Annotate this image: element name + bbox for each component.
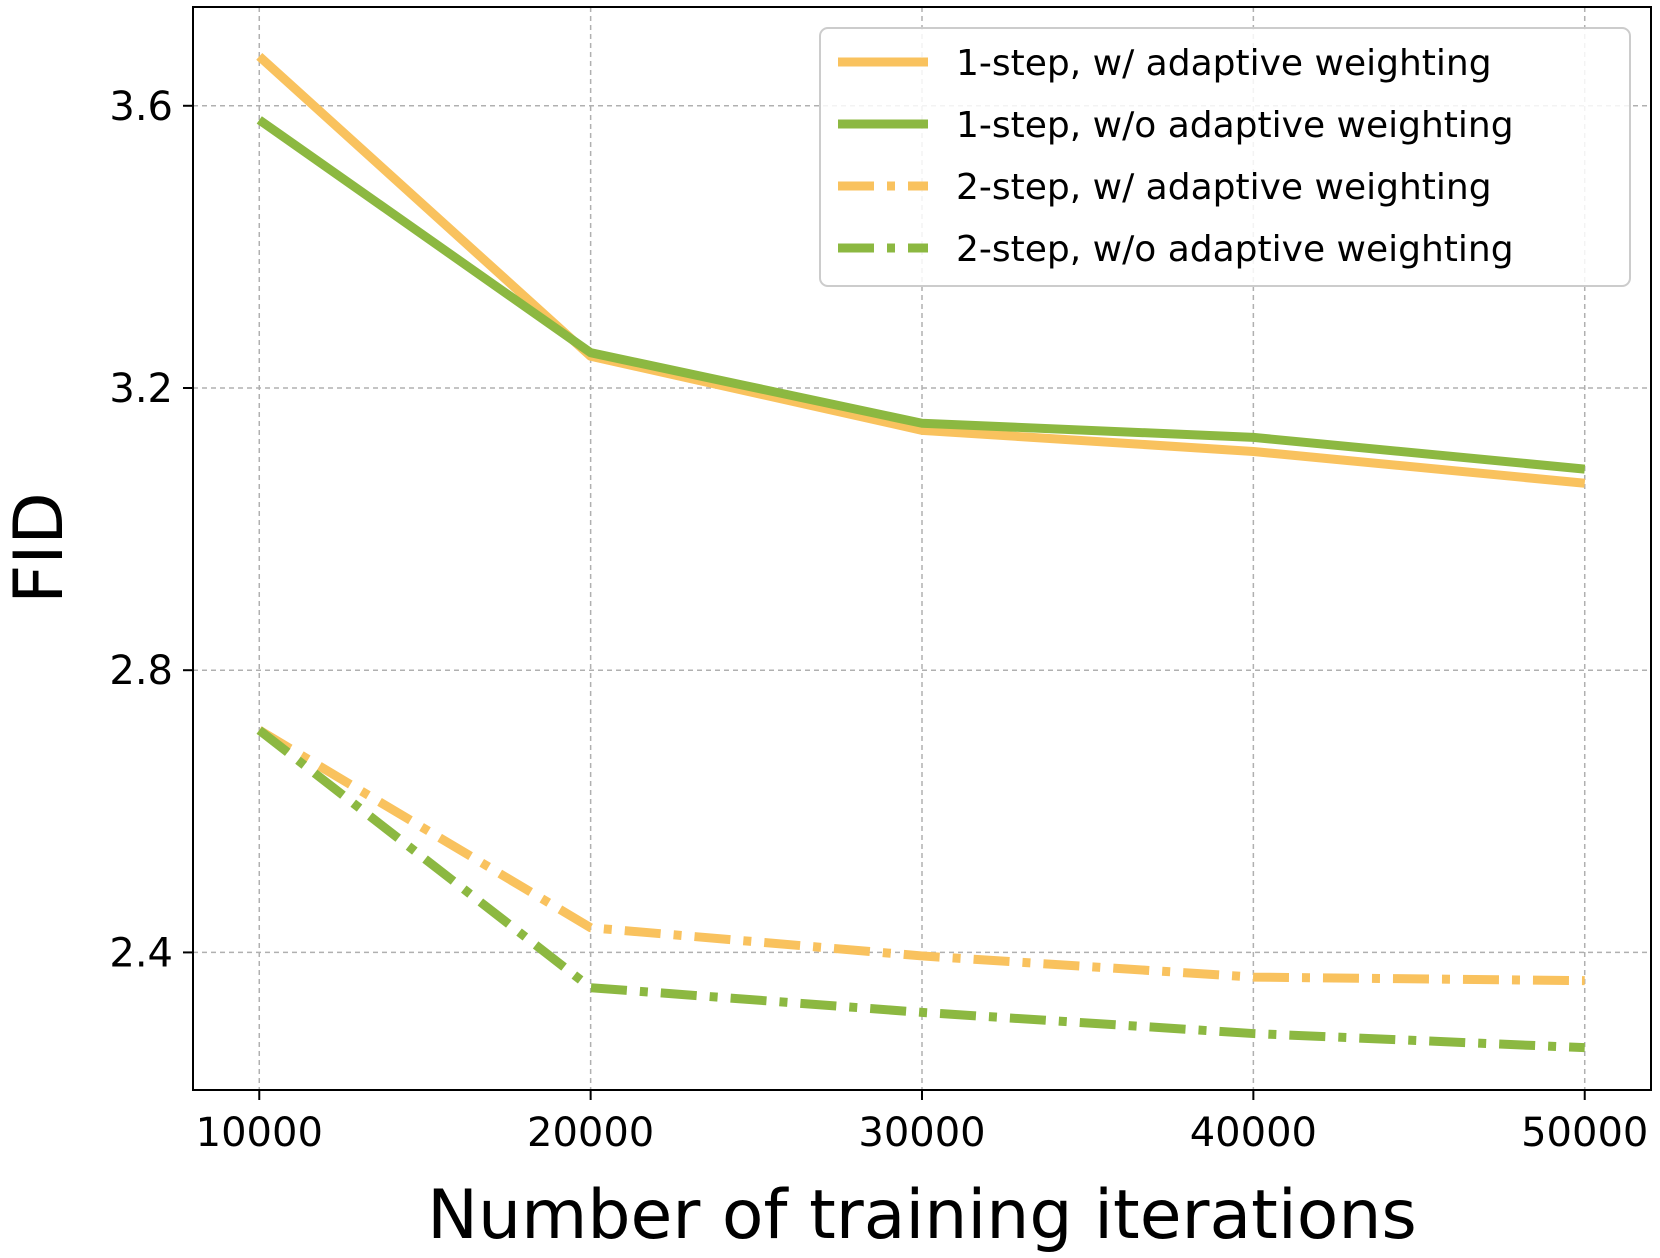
legend-label-3: 2-step, w/ adaptive weighting bbox=[956, 167, 1492, 208]
x-axis-title: Number of training iterations bbox=[427, 1176, 1417, 1253]
series-line-3 bbox=[256, 726, 1585, 986]
legend: 1-step, w/ adaptive weighting 1-step, w/o… bbox=[819, 27, 1631, 287]
x-tick-label: 10000 bbox=[196, 1110, 323, 1156]
series-line-2 bbox=[256, 116, 1586, 474]
x-tick-label: 50000 bbox=[1521, 1110, 1648, 1156]
legend-frame bbox=[819, 27, 1631, 287]
legend-label-2: 1-step, w/o adaptive weighting bbox=[956, 105, 1514, 146]
series-line-4 bbox=[256, 726, 1585, 1053]
y-axis-title: FID bbox=[0, 492, 79, 604]
y-tick-label: 2.4 bbox=[109, 930, 173, 976]
series-line-1 bbox=[256, 53, 1586, 488]
series-layer bbox=[256, 53, 1586, 1053]
y-tick-label: 3.6 bbox=[109, 84, 173, 130]
x-tick-label: 20000 bbox=[527, 1110, 654, 1156]
tick-layer: 10000 20000 30000 40000 50000 2.4 2.8 3.2 3.6 bbox=[109, 84, 1648, 1156]
x-tick-label: 40000 bbox=[1190, 1110, 1317, 1156]
y-tick-label: 2.8 bbox=[109, 648, 173, 694]
x-tick-label: 30000 bbox=[858, 1110, 985, 1156]
legend-label-4: 2-step, w/o adaptive weighting bbox=[956, 229, 1514, 270]
legend-label-1: 1-step, w/ adaptive weighting bbox=[956, 43, 1492, 84]
y-tick-label: 3.2 bbox=[109, 366, 173, 412]
